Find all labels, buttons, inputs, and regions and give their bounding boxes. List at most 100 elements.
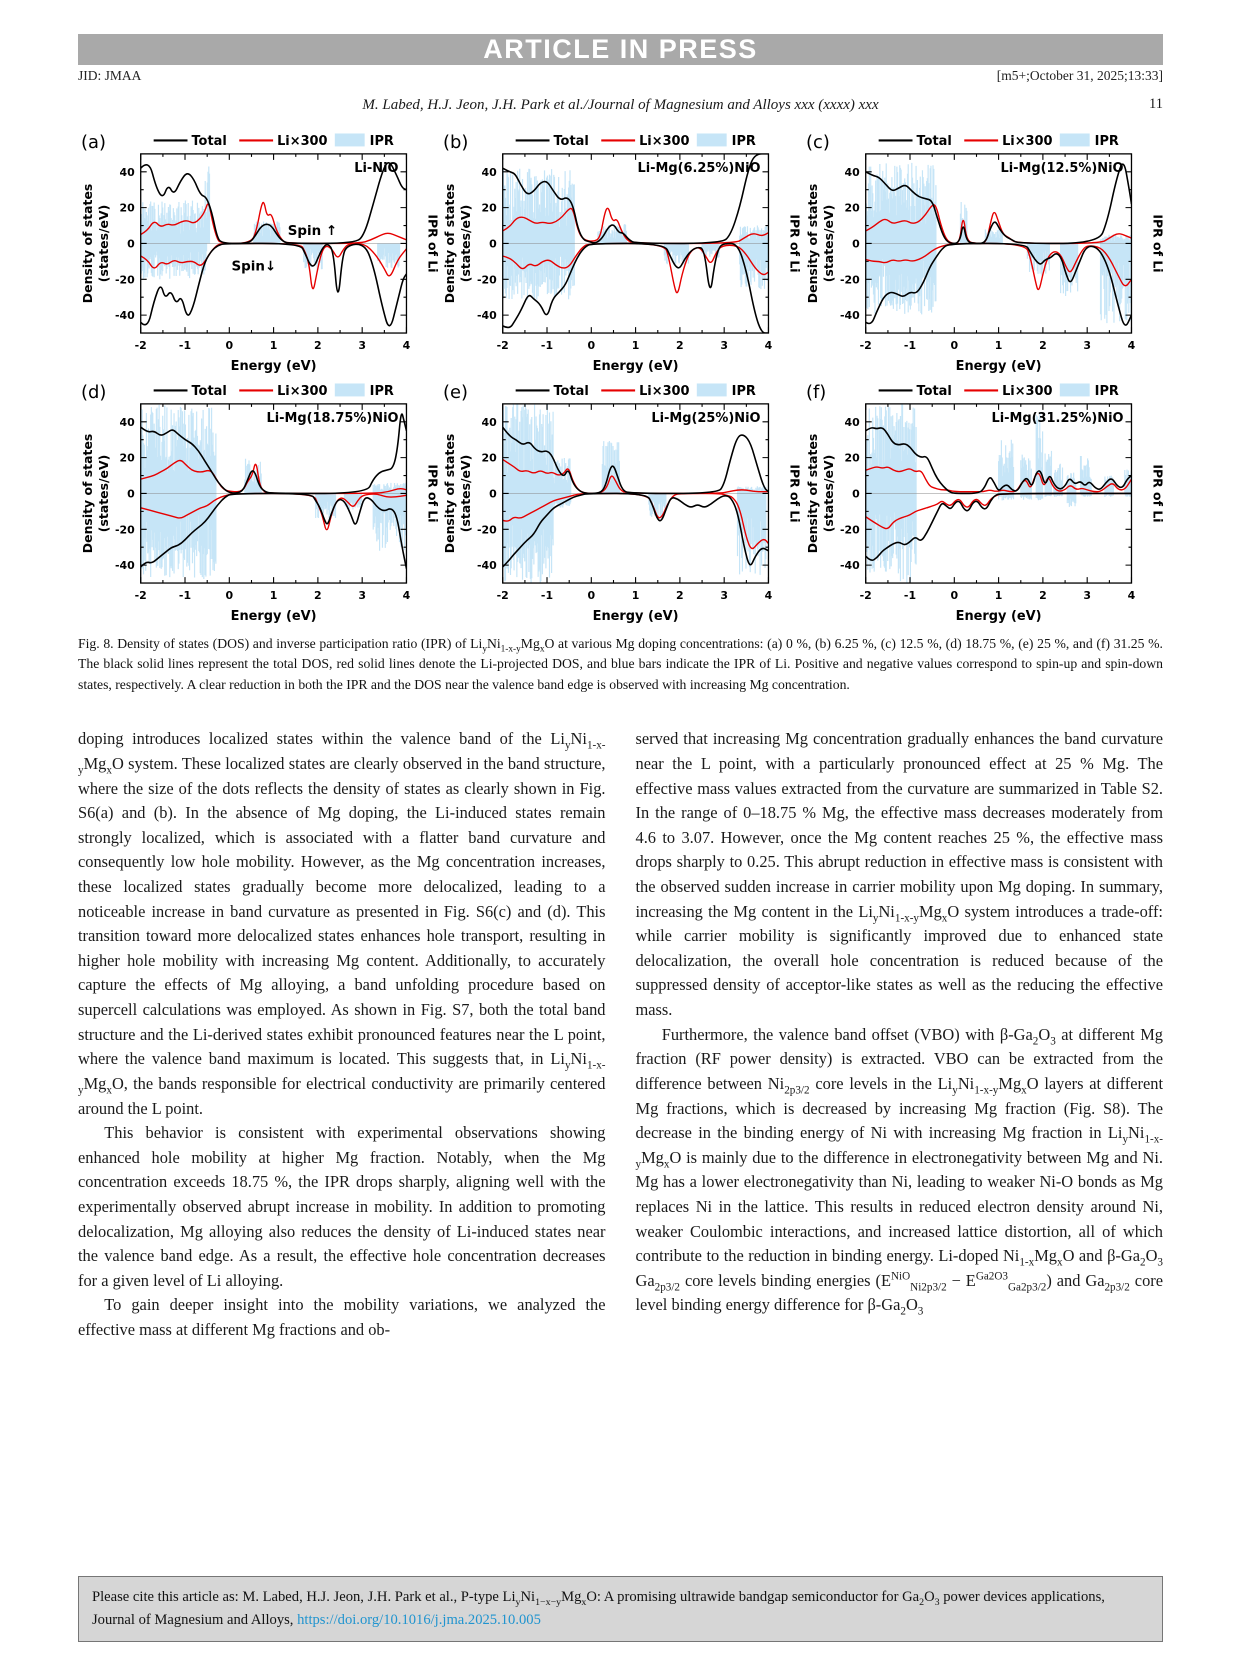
ipr-bars: [503, 168, 769, 300]
legend-li-label: Li×300: [1002, 134, 1052, 149]
doi-link[interactable]: https://doi.org/10.1016/j.jma.2025.10.00…: [297, 1611, 541, 1628]
timestamp-label: [m5+;October 31, 2025;13:33]: [996, 68, 1163, 83]
dos-chart-b: -2 -1 0 1 2 3 4 -40 -20 0 20 40 Energy (eV) Density o…: [442, 132, 800, 374]
y-tick-label: 40: [844, 166, 860, 179]
jid-label: JID: JMAA: [78, 68, 142, 83]
total-up-curve: [140, 413, 407, 495]
panel-letter: (b): [443, 132, 468, 153]
legend-li-label: Li×300: [277, 384, 327, 399]
x-tick-label: 2: [676, 589, 684, 602]
y-axis-label-units: (states/eV): [821, 205, 836, 283]
x-tick-label: 4: [1127, 339, 1135, 352]
dos-chart-c: -2 -1 0 1 2 3 4 -40 -20 0 20 40 Energy (eV) Density o…: [805, 132, 1163, 374]
left-column: doping introduces localized states withi…: [78, 727, 606, 1342]
plot-area: [140, 162, 407, 327]
x-tick-label: 3: [721, 589, 729, 602]
x-tick-label: 2: [1039, 339, 1047, 352]
legend-li-label: Li×300: [639, 384, 689, 399]
x-axis-label: Energy (eV): [955, 609, 1041, 624]
legend-total-label: Total: [191, 134, 226, 149]
x-tick-label: -1: [179, 589, 191, 602]
article-in-press-banner: ARTICLE IN PRESS: [78, 34, 1163, 65]
figure-8-dos-panels: -2 -1 0 1 2 3 4 -40 -20 0 20 40 Energy (eV) Density o…: [78, 128, 1163, 624]
x-tick-label: 0: [225, 589, 233, 602]
x-tick-label: 3: [358, 589, 366, 602]
y-tick-label: -20: [477, 273, 497, 286]
legend-ipr-label: IPR: [1094, 134, 1118, 149]
y-axis-label-units: (states/eV): [458, 205, 473, 283]
x-tick-label: 3: [1083, 589, 1091, 602]
panel-letter: (e): [443, 382, 468, 403]
y-tick-label: 0: [127, 237, 135, 250]
legend-ipr-swatch: [697, 133, 727, 147]
dos-chart-f: -2 -1 0 1 2 3 4 -40 -20 0 20 40 Energy (eV) Density o…: [805, 382, 1163, 624]
legend-ipr-label: IPR: [370, 134, 394, 149]
axis-ticks: [502, 153, 770, 334]
spin-annotation: Spin ↑: [288, 224, 337, 239]
y-tick-label: 40: [482, 416, 498, 429]
y-axis-label-units: (states/eV): [821, 455, 836, 533]
legend-li-label: Li×300: [277, 134, 327, 149]
y-tick-label: 20: [482, 202, 498, 215]
y-tick-label: 0: [127, 487, 135, 500]
y-tick-label: -20: [840, 273, 860, 286]
y-axis-label-units: (states/eV): [458, 455, 473, 533]
x-tick-label: 0: [950, 589, 958, 602]
y-tick-label: -20: [840, 523, 860, 536]
paragraph: To gain deeper insight into the mobility…: [78, 1295, 606, 1339]
x-tick-label: -1: [541, 339, 553, 352]
panel-letter: (a): [81, 132, 106, 153]
panel-letter: (d): [81, 382, 106, 403]
y-axis-label-units: (states/eV): [96, 455, 111, 533]
y-tick-label: 0: [489, 237, 497, 250]
y-axis-label: Density of states: [805, 184, 820, 303]
total-down-curve: [503, 492, 769, 568]
paragraph: This behavior is consistent with experim…: [78, 1123, 606, 1290]
dos-panel-f: -2 -1 0 1 2 3 4 -40 -20 0 20 40 Energy (eV) Density o…: [803, 378, 1163, 624]
x-tick-label: -1: [904, 339, 916, 352]
total-down-curve: [140, 492, 407, 569]
axis-ticks: [140, 153, 408, 334]
y-tick-label: -40: [115, 309, 135, 322]
citation-text: Please cite this article as: M. Labed, H…: [92, 1588, 1105, 1628]
x-tick-label: 2: [314, 339, 322, 352]
x-tick-label: 1: [632, 589, 640, 602]
x-tick-label: -1: [541, 589, 553, 602]
legend-total-label: Total: [554, 134, 589, 149]
total-up-curve: [503, 153, 769, 245]
x-axis-label: Energy (eV): [593, 609, 679, 624]
axis-ticks: [864, 403, 1132, 583]
y-tick-label: 40: [120, 416, 136, 429]
right-axis-label: IPR of Li: [425, 214, 438, 272]
x-tick-label: 0: [225, 339, 233, 352]
y-axis-label: Density of states: [442, 434, 457, 553]
x-tick-label: -2: [859, 339, 871, 352]
total-down-curve: [865, 242, 1132, 326]
total-down-curve: [140, 242, 407, 327]
y-tick-label: 20: [844, 202, 860, 215]
x-tick-label: 2: [1039, 589, 1047, 602]
figure-caption: Fig. 8. Density of states (DOS) and inve…: [78, 635, 1163, 692]
y-axis-label: Density of states: [805, 434, 820, 553]
spin-annotation: Spin↓: [231, 260, 276, 275]
y-tick-label: -20: [115, 523, 135, 536]
x-axis-label: Energy (eV): [231, 359, 317, 374]
x-tick-label: 2: [314, 589, 322, 602]
citation-box: Please cite this article as: M. Labed, H…: [78, 1575, 1163, 1642]
x-tick-label: 4: [765, 589, 773, 602]
page-number: 11: [1149, 96, 1163, 112]
panel-title: Li-Mg(31.25%)NiO: [991, 411, 1123, 426]
right-axis-label: IPR of Li: [788, 464, 801, 522]
plot-area: [503, 403, 769, 583]
legend-li-label: Li×300: [639, 134, 689, 149]
paragraph: doping introduces localized states withi…: [78, 729, 606, 1118]
axis-ticks: [502, 403, 770, 583]
legend-total-label: Total: [554, 384, 589, 399]
x-axis-label: Energy (eV): [955, 359, 1041, 374]
paragraph: served that increasing Mg concentration …: [635, 729, 1164, 1020]
plot-area: [140, 404, 407, 579]
right-axis-label: IPR of Li: [1150, 464, 1163, 522]
x-axis-label: Energy (eV): [593, 359, 679, 374]
y-tick-label: 0: [489, 487, 497, 500]
x-tick-label: 2: [676, 339, 684, 352]
